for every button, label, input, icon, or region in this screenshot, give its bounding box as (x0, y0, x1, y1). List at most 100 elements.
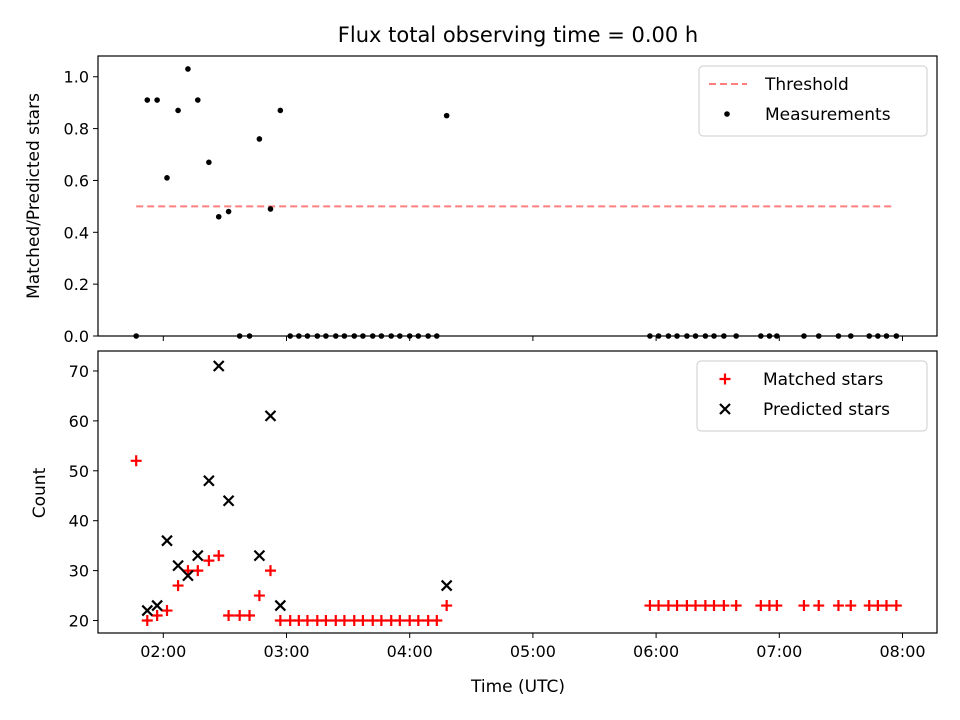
top-y-tick-label: 0.6 (64, 171, 89, 190)
data-point (164, 175, 170, 181)
data-point (771, 600, 783, 612)
data-point (144, 97, 151, 103)
data-point (264, 410, 277, 422)
data-point (412, 615, 424, 627)
x-tick-label: 06:00 (633, 642, 679, 661)
top-y-tick-label: 0.0 (64, 327, 89, 346)
x-tick-label: 04:00 (387, 642, 433, 661)
x-tick-label: 05:00 (510, 642, 556, 661)
data-point (394, 615, 406, 627)
data-point (161, 605, 173, 617)
x-tick-label: 08:00 (879, 642, 925, 661)
data-point (880, 600, 892, 612)
data-point (194, 97, 201, 103)
bottom-y-tick-label: 70 (69, 362, 89, 381)
bottom-panel-y-axis-label: Count (30, 467, 50, 518)
bottom-y-tick-label: 40 (69, 512, 89, 531)
legend-marker-swatch (719, 403, 731, 415)
data-point (267, 206, 274, 212)
data-point (671, 600, 683, 612)
data-point (141, 615, 153, 627)
top-axes-frame (97, 55, 938, 337)
legend-marker-swatch (724, 111, 730, 117)
data-point (192, 565, 204, 577)
data-point (192, 549, 204, 562)
top-legend: Threshold Measurements (698, 65, 928, 137)
data-point (301, 615, 313, 627)
data-point (130, 455, 142, 467)
top-y-tick-label: 0.8 (64, 120, 89, 139)
top-y-tick-label: 0.4 (64, 223, 89, 242)
data-point (141, 604, 154, 617)
x-tick-label: 02:00 (140, 642, 186, 661)
bottom-y-tick-label: 20 (69, 612, 89, 631)
data-point (175, 107, 181, 114)
data-point (253, 549, 266, 562)
data-point (154, 97, 160, 103)
data-point (443, 112, 450, 119)
legend-entry-label: Threshold (764, 75, 849, 95)
data-point (215, 213, 222, 220)
data-point (653, 600, 665, 612)
legend-box (698, 65, 928, 137)
data-point (440, 579, 453, 592)
bottom-axes-frame (97, 350, 938, 634)
top-panel: 0.0 0.2 0.4 0.6 0.8 1.0 Threshold Measurements (64, 55, 938, 346)
data-point (832, 600, 844, 612)
data-point (718, 600, 730, 612)
legend-box (696, 360, 928, 432)
data-point (161, 534, 173, 547)
top-y-tick-label: 0.2 (64, 275, 89, 294)
top-y-tick-label: 1.0 (64, 68, 89, 87)
top-panel-y-axis-label: Matched/Predicted stars (24, 93, 44, 299)
data-point (223, 610, 235, 622)
data-point (813, 600, 825, 612)
data-point (151, 599, 163, 612)
data-point (798, 600, 810, 612)
data-point (730, 600, 742, 612)
bottom-y-tick-label: 60 (69, 412, 89, 431)
x-axis-label: Time (UTC) (470, 677, 565, 697)
data-point (206, 159, 212, 166)
chart-title: Flux total observing time = 0.00 h (338, 23, 698, 47)
bottom-y-tick-label: 30 (69, 562, 89, 581)
series-matched-stars (130, 455, 902, 627)
data-point (708, 600, 720, 612)
data-point (203, 555, 215, 567)
data-point (431, 615, 443, 627)
data-point (172, 559, 184, 572)
data-point (441, 600, 453, 612)
bottom-y-tick-label: 50 (69, 462, 89, 481)
data-point (256, 136, 263, 142)
plot-layer: 0.00.20.40.60.81.0 ThresholdMeasurements0… (64, 55, 938, 661)
bottom-panel: 02:00 03:00 04:00 05:00 06:00 07:00 08:00 20 30 4… (69, 350, 938, 661)
series-predicted-stars (141, 360, 453, 617)
data-point (320, 615, 332, 627)
series-measurements (133, 66, 900, 339)
data-point (203, 474, 215, 487)
data-point (253, 590, 265, 602)
data-point (222, 494, 235, 507)
data-point (274, 599, 287, 612)
data-point (225, 208, 232, 215)
x-tick-label: 07:00 (756, 642, 802, 661)
data-point (338, 615, 350, 627)
data-point (890, 600, 902, 612)
data-point (274, 615, 286, 627)
legend-entry-label: Matched stars (763, 370, 883, 390)
data-point (151, 610, 163, 622)
data-point (172, 580, 184, 592)
data-point (845, 600, 857, 612)
data-point (277, 107, 284, 114)
data-point (375, 615, 387, 627)
bottom-legend: Matched stars Predicted stars (696, 360, 928, 432)
data-point (213, 550, 225, 562)
x-tick-label: 03:00 (263, 642, 309, 661)
data-point (244, 610, 256, 622)
data-point (212, 360, 225, 372)
legend-entry-label: Predicted stars (763, 400, 890, 420)
data-point (357, 615, 369, 627)
data-point (182, 569, 194, 582)
data-point (234, 610, 246, 622)
